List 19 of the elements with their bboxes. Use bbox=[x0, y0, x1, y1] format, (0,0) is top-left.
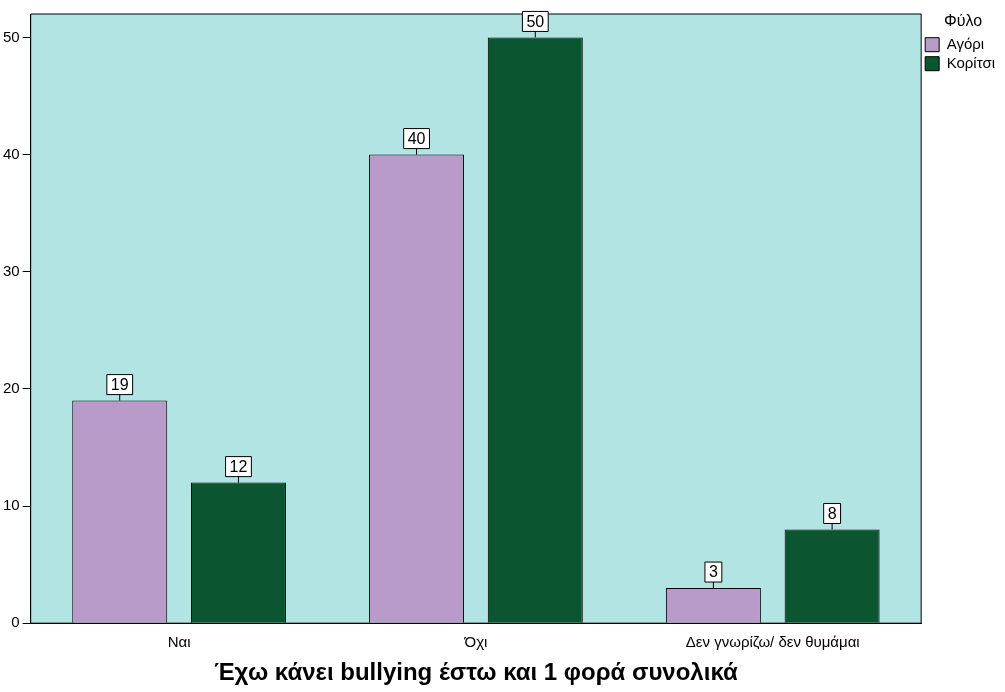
y-tick-label: 10 bbox=[3, 496, 20, 514]
x-axis-title: Έχω κάνει bullying έστω και 1 φορά συνολικά bbox=[214, 658, 738, 686]
y-tick-label: 30 bbox=[3, 261, 20, 279]
y-tick-label: 20 bbox=[3, 379, 20, 397]
y-tick-label: 40 bbox=[3, 144, 20, 162]
legend-title: Φύλο bbox=[944, 12, 983, 30]
data-label: 8 bbox=[827, 504, 837, 522]
data-label: 40 bbox=[407, 129, 426, 147]
legend-label: Κορίτσι bbox=[946, 53, 996, 71]
data-label: 50 bbox=[526, 12, 545, 30]
data-label: 12 bbox=[229, 458, 248, 476]
y-tick-label: 50 bbox=[3, 27, 20, 45]
x-tick-label: Ναι bbox=[167, 633, 191, 651]
data-label: 3 bbox=[708, 563, 718, 581]
x-tick-label: Όχι bbox=[463, 633, 488, 651]
x-tick-label: Δεν γνωρίζω/ δεν θυμάμαι bbox=[685, 633, 860, 651]
y-tick-label: 0 bbox=[11, 613, 20, 631]
legend-label: Αγόρι bbox=[946, 34, 985, 52]
data-label: 19 bbox=[110, 376, 129, 394]
